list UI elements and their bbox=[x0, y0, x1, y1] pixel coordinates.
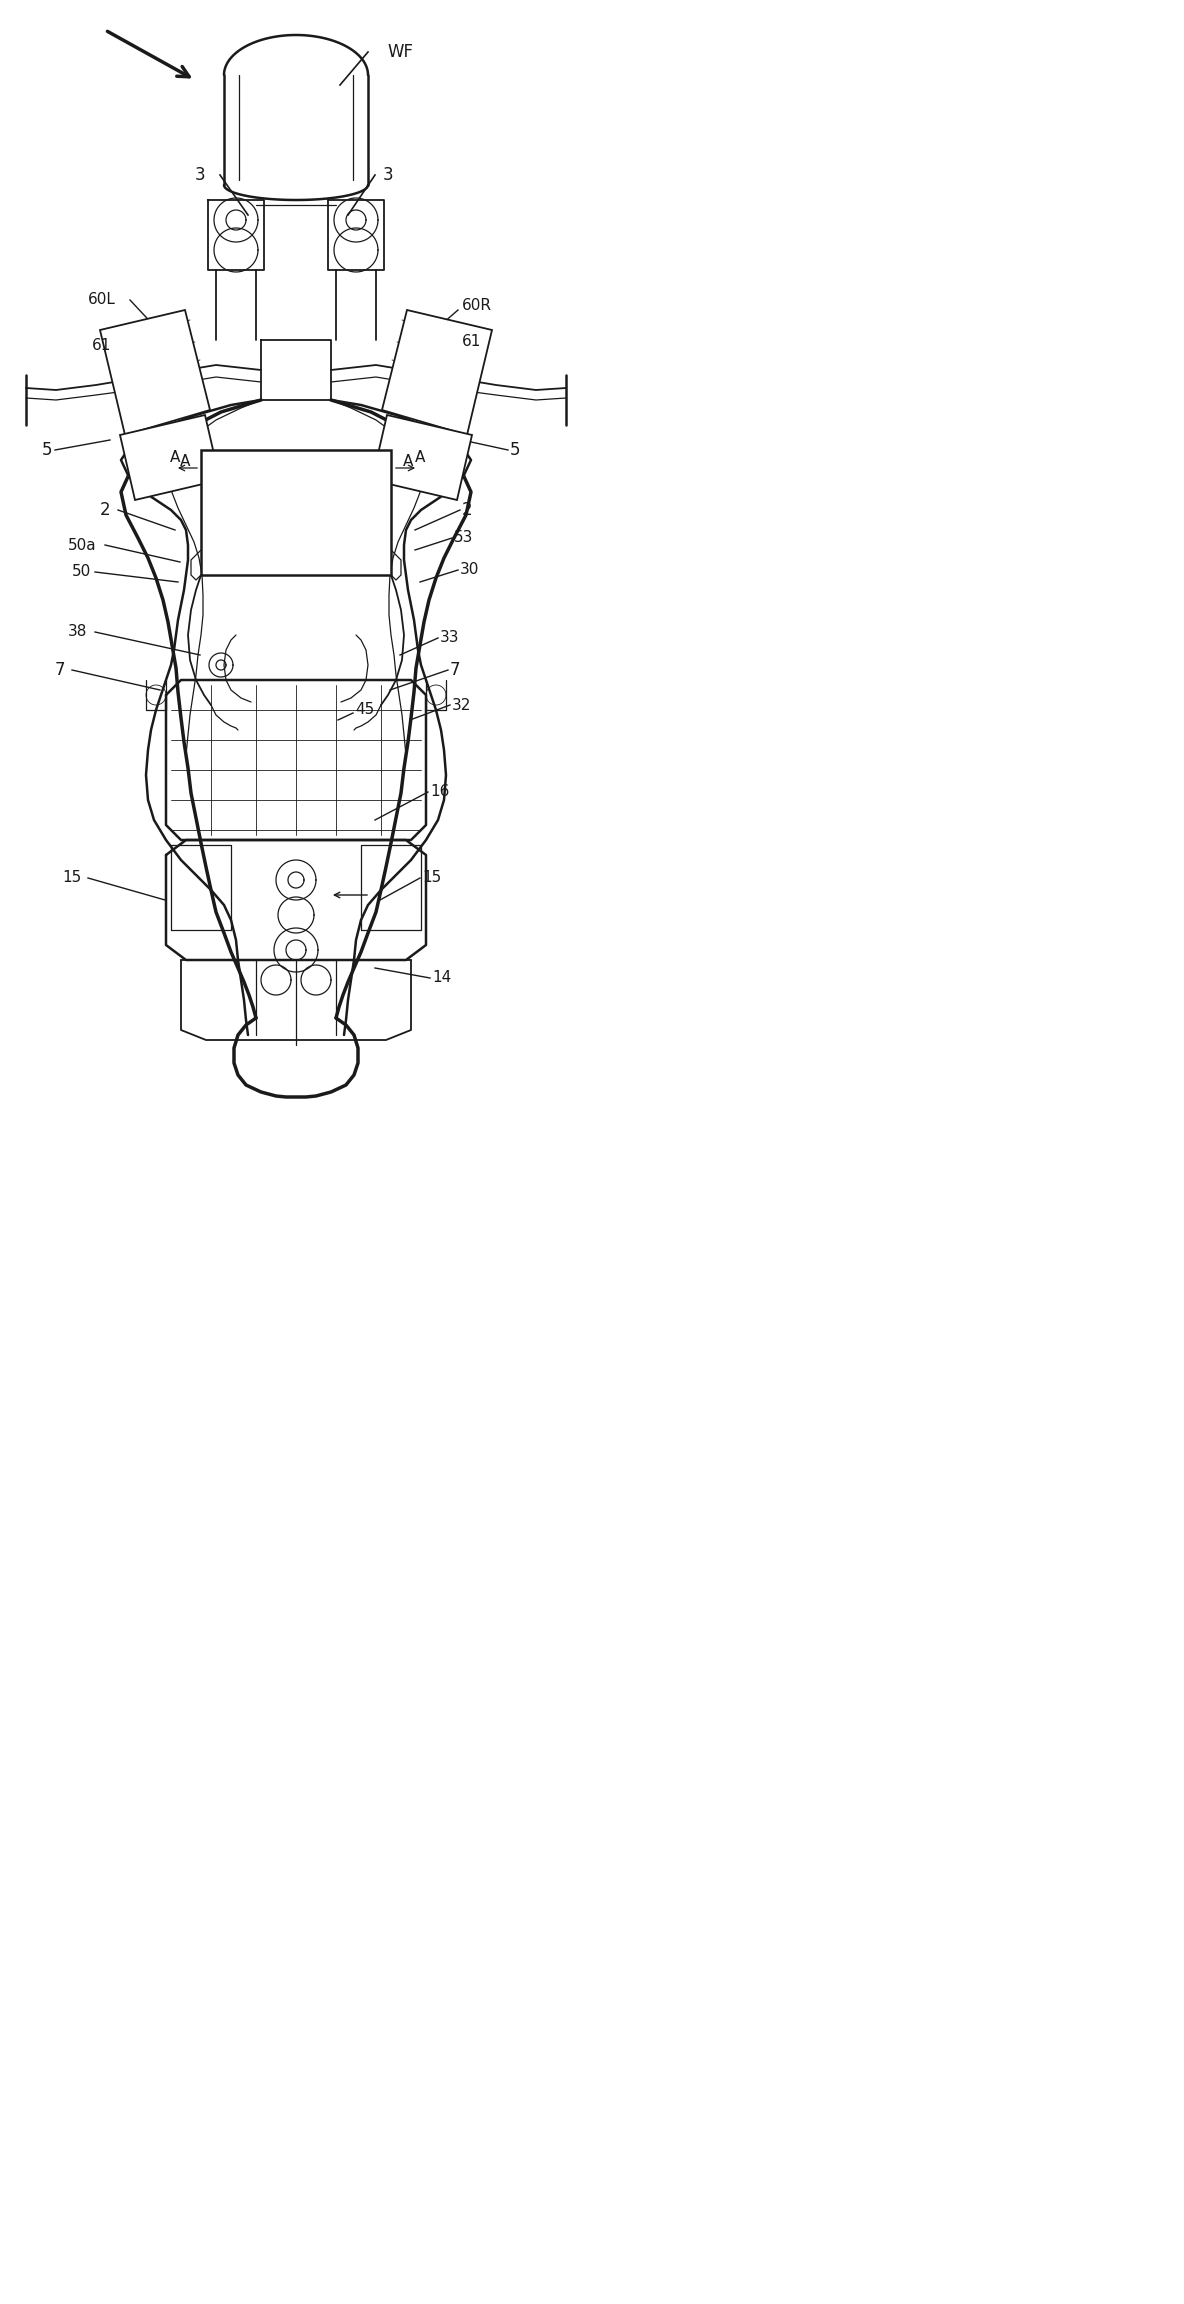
Text: 3: 3 bbox=[382, 166, 393, 184]
Polygon shape bbox=[120, 415, 220, 500]
Text: 30: 30 bbox=[461, 562, 480, 578]
Text: 61: 61 bbox=[92, 336, 111, 353]
Text: 53: 53 bbox=[453, 530, 474, 546]
Text: 15: 15 bbox=[62, 871, 82, 885]
Text: 33: 33 bbox=[440, 631, 459, 645]
Text: 7: 7 bbox=[450, 661, 461, 680]
Text: A: A bbox=[414, 452, 425, 465]
Text: 3: 3 bbox=[194, 166, 205, 184]
Text: A: A bbox=[180, 454, 191, 470]
Text: 60R: 60R bbox=[462, 297, 493, 313]
Text: WF: WF bbox=[387, 44, 413, 60]
Text: 2: 2 bbox=[99, 500, 110, 518]
Text: 45: 45 bbox=[355, 703, 374, 717]
Bar bbox=[201, 449, 391, 576]
Text: 50: 50 bbox=[72, 564, 91, 581]
Polygon shape bbox=[372, 415, 472, 500]
Text: 15: 15 bbox=[422, 871, 442, 885]
Text: 5: 5 bbox=[41, 440, 52, 458]
Text: 50a: 50a bbox=[67, 537, 97, 553]
Polygon shape bbox=[99, 311, 210, 435]
Text: 7: 7 bbox=[54, 661, 65, 680]
Text: A: A bbox=[403, 454, 413, 470]
Text: 14: 14 bbox=[432, 970, 451, 986]
Text: 2: 2 bbox=[462, 500, 472, 518]
Text: 5: 5 bbox=[510, 440, 521, 458]
Text: 32: 32 bbox=[452, 698, 471, 712]
Polygon shape bbox=[382, 311, 493, 435]
Text: 60L: 60L bbox=[88, 293, 116, 306]
Text: A: A bbox=[169, 452, 180, 465]
Text: 61: 61 bbox=[462, 334, 482, 350]
Text: 16: 16 bbox=[430, 783, 450, 799]
Text: 38: 38 bbox=[67, 624, 88, 641]
